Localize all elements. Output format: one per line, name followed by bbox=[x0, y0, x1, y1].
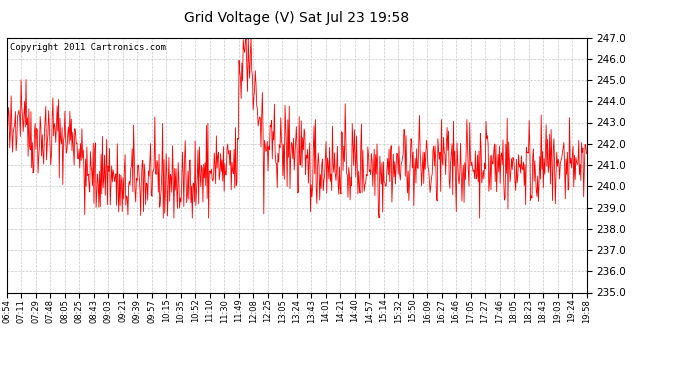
Text: Grid Voltage (V) Sat Jul 23 19:58: Grid Voltage (V) Sat Jul 23 19:58 bbox=[184, 11, 409, 25]
Text: Copyright 2011 Cartronics.com: Copyright 2011 Cartronics.com bbox=[10, 43, 166, 52]
